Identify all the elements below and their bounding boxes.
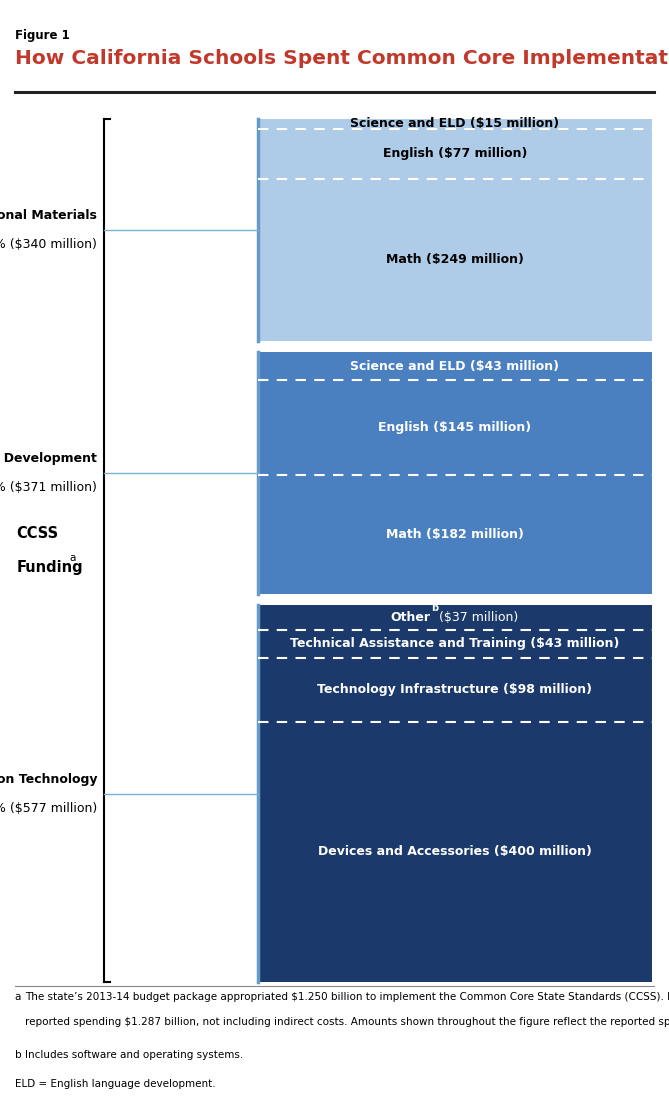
Text: Information Technology: Information Technology: [0, 773, 97, 786]
Text: Instructional Materials: Instructional Materials: [0, 209, 97, 222]
Text: Science and ELD ($15 million): Science and ELD ($15 million): [351, 118, 559, 130]
Text: CCSS: CCSS: [17, 526, 59, 542]
Text: a: a: [69, 553, 76, 564]
Text: 45% ($577 million): 45% ($577 million): [0, 801, 97, 815]
Text: English ($77 million): English ($77 million): [383, 148, 527, 160]
Text: Figure 1: Figure 1: [15, 29, 70, 42]
Text: The state’s 2013-14 budget package appropriated $1.250 billion to implement the : The state’s 2013-14 budget package appro…: [25, 992, 669, 1002]
Text: b: b: [432, 604, 438, 614]
Bar: [258, 352, 652, 594]
Text: Other: Other: [390, 610, 430, 624]
Text: reported spending $1.287 billion, not including indirect costs. Amounts shown th: reported spending $1.287 billion, not in…: [25, 1017, 669, 1027]
Text: Technical Assistance and Training ($43 million): Technical Assistance and Training ($43 m…: [290, 637, 619, 650]
Text: Technology Infrastructure ($98 million): Technology Infrastructure ($98 million): [317, 683, 593, 696]
Bar: [258, 119, 652, 341]
Text: 26% ($340 million): 26% ($340 million): [0, 238, 97, 251]
Text: Science and ELD ($43 million): Science and ELD ($43 million): [351, 360, 559, 373]
Text: ELD = English language development.: ELD = English language development.: [15, 1079, 215, 1089]
Text: ($37 million): ($37 million): [436, 610, 518, 624]
Text: Funding: Funding: [17, 559, 84, 575]
Text: Devices and Accessories ($400 million): Devices and Accessories ($400 million): [318, 846, 592, 858]
Text: Math ($182 million): Math ($182 million): [386, 528, 524, 542]
Text: Staff Development: Staff Development: [0, 452, 97, 465]
Text: b: b: [15, 1050, 21, 1060]
Text: a: a: [15, 992, 21, 1002]
Bar: [258, 605, 652, 982]
Text: English ($145 million): English ($145 million): [379, 421, 531, 434]
Text: Math ($249 million): Math ($249 million): [386, 253, 524, 266]
Text: 29% ($371 million): 29% ($371 million): [0, 481, 97, 494]
Text: How California Schools Spent Common Core Implementation Funding: How California Schools Spent Common Core…: [15, 49, 669, 68]
Text: Includes software and operating systems.: Includes software and operating systems.: [25, 1050, 244, 1060]
